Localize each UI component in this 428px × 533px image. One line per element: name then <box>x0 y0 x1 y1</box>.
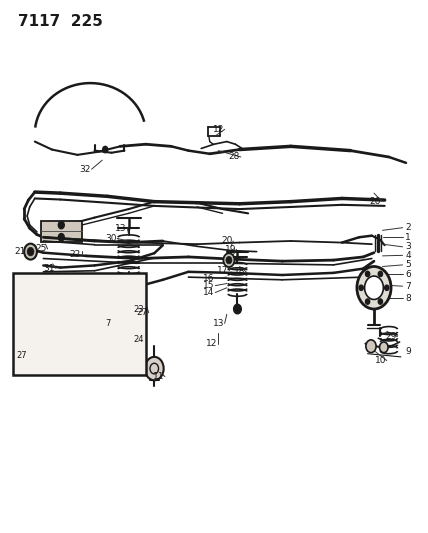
Text: 28: 28 <box>229 152 240 161</box>
Text: 14: 14 <box>203 288 214 297</box>
Circle shape <box>27 306 32 312</box>
Circle shape <box>125 276 133 287</box>
Circle shape <box>68 306 73 312</box>
Text: 7117  225: 7117 225 <box>18 14 103 29</box>
Circle shape <box>223 253 235 267</box>
Circle shape <box>24 244 37 260</box>
Circle shape <box>380 342 388 353</box>
Circle shape <box>103 306 110 314</box>
Circle shape <box>47 292 52 298</box>
Circle shape <box>27 335 32 342</box>
Circle shape <box>37 308 62 340</box>
Text: 6: 6 <box>405 270 411 279</box>
Text: 10: 10 <box>374 356 386 365</box>
Circle shape <box>366 340 376 353</box>
Circle shape <box>366 299 370 304</box>
Text: 18: 18 <box>234 268 245 276</box>
Circle shape <box>103 147 108 153</box>
Circle shape <box>20 287 80 361</box>
Text: 30: 30 <box>105 234 116 243</box>
Text: 1: 1 <box>405 233 411 242</box>
Text: 22: 22 <box>70 250 81 259</box>
Text: 15: 15 <box>203 281 214 290</box>
Text: 25: 25 <box>36 245 47 254</box>
Circle shape <box>47 350 52 357</box>
Circle shape <box>19 330 26 339</box>
Circle shape <box>378 271 383 277</box>
Text: 12: 12 <box>213 125 224 134</box>
Text: 31: 31 <box>43 264 55 272</box>
Circle shape <box>365 276 383 300</box>
Text: 9: 9 <box>405 347 411 356</box>
Circle shape <box>357 266 391 309</box>
Text: 13: 13 <box>115 224 127 233</box>
Text: 7: 7 <box>405 281 411 290</box>
Circle shape <box>27 247 34 256</box>
Text: 23: 23 <box>133 304 143 313</box>
Text: 27: 27 <box>137 308 148 317</box>
Circle shape <box>226 256 232 264</box>
Circle shape <box>366 271 370 277</box>
Text: 32: 32 <box>80 165 91 174</box>
Text: 13: 13 <box>213 319 224 328</box>
Text: 2: 2 <box>405 223 411 232</box>
Text: 4: 4 <box>405 251 411 260</box>
Circle shape <box>378 299 383 304</box>
Text: 20: 20 <box>221 237 232 246</box>
Text: 19: 19 <box>224 245 236 254</box>
Text: 3: 3 <box>405 243 411 252</box>
Circle shape <box>103 311 110 320</box>
Text: 5: 5 <box>405 261 411 269</box>
FancyBboxPatch shape <box>14 273 146 375</box>
Text: 16: 16 <box>203 273 214 282</box>
Circle shape <box>28 297 71 351</box>
Circle shape <box>234 304 241 314</box>
Bar <box>41 221 82 242</box>
Circle shape <box>359 285 363 290</box>
Text: 11: 11 <box>153 372 164 381</box>
Text: 7: 7 <box>105 319 110 328</box>
Text: 24: 24 <box>133 335 143 344</box>
Text: 17: 17 <box>217 266 228 274</box>
Text: 27: 27 <box>17 351 27 360</box>
Text: 21: 21 <box>14 247 26 256</box>
Circle shape <box>58 233 64 241</box>
Circle shape <box>68 335 73 342</box>
Text: 26: 26 <box>369 197 381 206</box>
Circle shape <box>119 333 131 348</box>
Text: 29: 29 <box>385 332 397 341</box>
Circle shape <box>145 357 163 380</box>
Circle shape <box>58 221 64 229</box>
Text: 12: 12 <box>206 339 217 348</box>
Text: 8: 8 <box>405 294 411 303</box>
Circle shape <box>385 285 389 290</box>
